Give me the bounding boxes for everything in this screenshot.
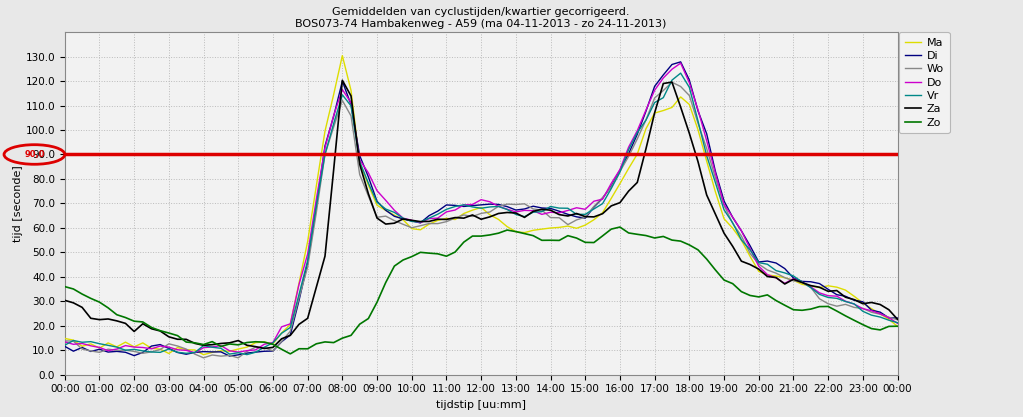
- Do: [188, 350, 201, 355]
- Wo: [891, 317, 903, 322]
- Vr: [544, 204, 557, 209]
- Ma: [197, 352, 210, 357]
- Wo: [544, 215, 557, 220]
- Vr: [718, 207, 730, 212]
- Do: [891, 321, 903, 326]
- Zo: [275, 347, 287, 352]
- Ma: [337, 53, 349, 58]
- Wo: [284, 329, 297, 334]
- Line: Wo: Wo: [64, 82, 897, 358]
- Wo: [85, 349, 97, 354]
- Zo: [614, 224, 626, 229]
- Za: [284, 333, 297, 338]
- Vr: [284, 325, 297, 330]
- X-axis label: tijdstip [uu:mm]: tijdstip [uu:mm]: [436, 400, 526, 410]
- Ma: [553, 225, 566, 230]
- Za: [718, 231, 730, 236]
- Di: [58, 344, 71, 349]
- Ma: [284, 322, 297, 327]
- Za: [553, 212, 566, 217]
- Wo: [120, 348, 132, 353]
- Ma: [120, 339, 132, 344]
- Ma: [891, 324, 903, 329]
- Do: [85, 343, 97, 348]
- Do: [58, 339, 71, 344]
- Zo: [85, 296, 97, 301]
- Di: [718, 198, 730, 203]
- Za: [85, 316, 97, 321]
- Za: [120, 321, 132, 326]
- Ma: [492, 217, 504, 222]
- Di: [85, 349, 97, 354]
- Legend: Ma, Di, Wo, Do, Vr, Za, Zo: Ma, Di, Wo, Do, Vr, Za, Zo: [899, 32, 949, 133]
- Do: [718, 202, 730, 207]
- Zo: [284, 352, 297, 357]
- Zo: [718, 278, 730, 283]
- Zo: [58, 284, 71, 289]
- Line: Di: Di: [64, 62, 897, 356]
- Di: [120, 350, 132, 355]
- Di: [674, 59, 686, 64]
- Line: Vr: Vr: [64, 73, 897, 354]
- Do: [484, 199, 496, 204]
- Zo: [544, 238, 557, 243]
- Wo: [484, 209, 496, 214]
- Zo: [484, 232, 496, 237]
- Line: Ma: Ma: [64, 55, 897, 355]
- Za: [58, 298, 71, 303]
- Zo: [891, 324, 903, 329]
- Wo: [58, 338, 71, 343]
- Y-axis label: tijd [seconde]: tijd [seconde]: [12, 165, 23, 242]
- Line: Do: Do: [64, 63, 897, 353]
- Di: [484, 202, 496, 207]
- Za: [891, 317, 903, 322]
- Vr: [120, 348, 132, 353]
- Vr: [674, 70, 686, 75]
- Ma: [58, 336, 71, 341]
- Vr: [891, 320, 903, 325]
- Vr: [58, 343, 71, 348]
- Zo: [120, 315, 132, 320]
- Vr: [85, 339, 97, 344]
- Za: [492, 211, 504, 216]
- Line: Zo: Zo: [64, 227, 897, 354]
- Za: [337, 78, 349, 83]
- Text: 90,0: 90,0: [25, 150, 45, 159]
- Wo: [197, 355, 210, 360]
- Ma: [718, 216, 730, 221]
- Do: [674, 60, 686, 65]
- Line: Za: Za: [64, 80, 897, 349]
- Vr: [240, 352, 253, 357]
- Di: [284, 332, 297, 337]
- Di: [223, 354, 235, 359]
- Ma: [85, 342, 97, 347]
- Wo: [666, 80, 678, 85]
- Di: [891, 316, 903, 321]
- Di: [544, 206, 557, 211]
- Do: [120, 343, 132, 348]
- Vr: [484, 204, 496, 209]
- Za: [258, 346, 270, 351]
- Title: Gemiddelden van cyclustijden/kwartier gecorrigeerd.
BOS073-74 Hambakenweg - A59 : Gemiddelden van cyclustijden/kwartier ge…: [296, 7, 667, 28]
- Wo: [718, 203, 730, 208]
- Do: [284, 322, 297, 327]
- Do: [544, 210, 557, 215]
